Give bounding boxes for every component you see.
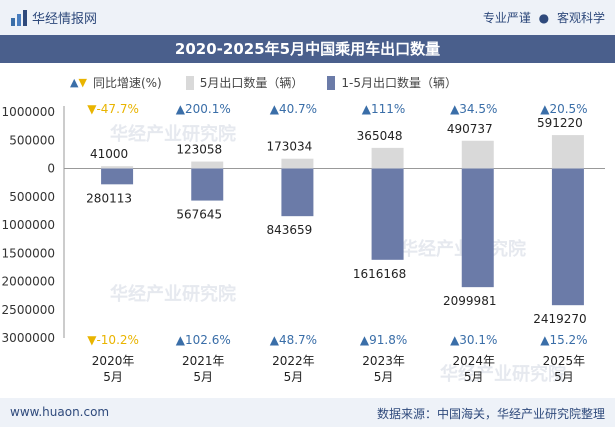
y-tick-label: 1500000	[2, 246, 55, 260]
cumulative-bar	[461, 168, 494, 288]
legend-cumulative-swatch	[327, 75, 336, 90]
x-tick-label: 2025年	[543, 354, 586, 368]
up-triangle-icon: ▲	[70, 76, 79, 89]
legend-monthly-label: 5月出口数量（辆）	[199, 76, 304, 90]
x-tick-label: 5月	[464, 370, 484, 384]
cumulative-value-label: 280113	[86, 191, 132, 205]
x-tick-label: 2021年	[182, 354, 225, 368]
brand[interactable]: 华经情报网	[10, 8, 97, 27]
monthly-bar	[101, 166, 134, 169]
y-tick-label: 2500000	[2, 303, 55, 317]
monthly-bar	[191, 161, 224, 169]
tagline-2: 客观科学	[556, 11, 605, 25]
growth-monthly-label: ▲34.5%	[450, 102, 497, 116]
monthly-value-label: 123058	[176, 143, 222, 157]
growth-cumulative-label: ▲91.8%	[360, 333, 407, 347]
legend-monthly: 5月出口数量（辆）	[185, 74, 304, 91]
watermark-text: 华经产业研究院	[110, 283, 236, 305]
cumulative-bar	[551, 168, 584, 306]
legend-cumulative-label: 1-5月出口数量（辆）	[341, 76, 457, 90]
y-tick-label: 3000000	[2, 331, 55, 345]
down-triangle-icon: ▼	[78, 76, 87, 89]
monthly-value-label: 591220	[537, 116, 583, 130]
x-tick-label: 2023年	[362, 354, 405, 368]
footer-website[interactable]: www.huaon.com	[10, 405, 110, 419]
y-tick-label: 500000	[9, 133, 55, 147]
y-tick-label: 1000000	[2, 218, 55, 232]
x-tick-label: 2024年	[452, 354, 495, 368]
footer-bar: www.huaon.com 数据来源：中国海关，华经产业研究院整理	[0, 398, 615, 427]
monthly-bar	[371, 147, 404, 169]
watermark-text: 华经产业研究院	[110, 123, 236, 145]
monthly-value-label: 41000	[90, 147, 128, 161]
cumulative-value-label: 2419270	[533, 312, 586, 326]
cumulative-bar	[191, 168, 224, 201]
growth-cumulative-label: ▲30.1%	[450, 333, 497, 347]
chart-title: 2020-2025年5月中国乘用车出口数量	[0, 35, 615, 63]
brand-name: 华经情报网	[32, 12, 98, 27]
monthly-bar	[281, 158, 314, 169]
cumulative-value-label: 1616168	[353, 267, 406, 281]
watermark-text: 华经产业研究院	[440, 363, 566, 385]
y-tick-label: 2000000	[2, 275, 55, 289]
growth-monthly-label: ▲40.7%	[270, 102, 317, 116]
y-tick-label: 500000	[9, 190, 55, 204]
legend-growth: ▲ ▼ 同比增速(%)	[70, 74, 162, 91]
y-tick-label: 0	[47, 162, 55, 176]
x-tick-label: 5月	[554, 370, 574, 384]
y-tick-label: 1000000	[2, 105, 55, 119]
cumulative-value-label: 843659	[267, 223, 313, 237]
monthly-bar	[461, 140, 494, 169]
tagline-dot: ●	[538, 11, 550, 25]
cumulative-bar	[281, 168, 314, 217]
cumulative-value-label: 567645	[176, 208, 222, 222]
cumulative-bar	[101, 168, 134, 185]
chart-legend: ▲ ▼ 同比增速(%) 5月出口数量（辆） 1-5月出口数量（辆）	[70, 74, 481, 91]
growth-monthly-label: ▼-47.7%	[87, 102, 139, 116]
monthly-value-label: 490737	[447, 122, 493, 136]
growth-monthly-label: ▲20.5%	[540, 102, 587, 116]
monthly-value-label: 173034	[267, 140, 313, 154]
tagline-1: 专业严谨	[482, 11, 531, 25]
x-tick-label: 5月	[374, 370, 394, 384]
x-tick-label: 5月	[284, 370, 304, 384]
x-tick-label: 2022年	[272, 354, 315, 368]
growth-monthly-label: ▲111%	[362, 102, 406, 116]
legend-cumulative: 1-5月出口数量（辆）	[327, 74, 457, 91]
growth-cumulative-label: ▲102.6%	[176, 333, 231, 347]
header-bar: 华经情报网 专业严谨 ● 客观科学	[0, 0, 615, 35]
growth-monthly-label: ▲200.1%	[176, 102, 231, 116]
cumulative-value-label: 2099981	[443, 294, 496, 308]
x-tick-label: 5月	[103, 370, 123, 384]
x-tick-label: 2020年	[92, 354, 135, 368]
cumulative-bar	[371, 168, 404, 260]
legend-monthly-swatch	[185, 75, 194, 90]
growth-cumulative-label: ▲48.7%	[270, 333, 317, 347]
monthly-bar	[551, 135, 584, 169]
legend-growth-label: 同比增速(%)	[92, 76, 162, 90]
monthly-value-label: 365048	[357, 129, 403, 143]
growth-cumulative-label: ▼-10.2%	[87, 333, 139, 347]
tagline: 专业严谨 ● 客观科学	[479, 9, 605, 26]
brand-logo-icon	[11, 9, 27, 26]
growth-cumulative-label: ▲15.2%	[540, 333, 587, 347]
footer-source: 数据来源：中国海关，华经产业研究院整理	[376, 407, 605, 421]
x-tick-label: 5月	[193, 370, 213, 384]
